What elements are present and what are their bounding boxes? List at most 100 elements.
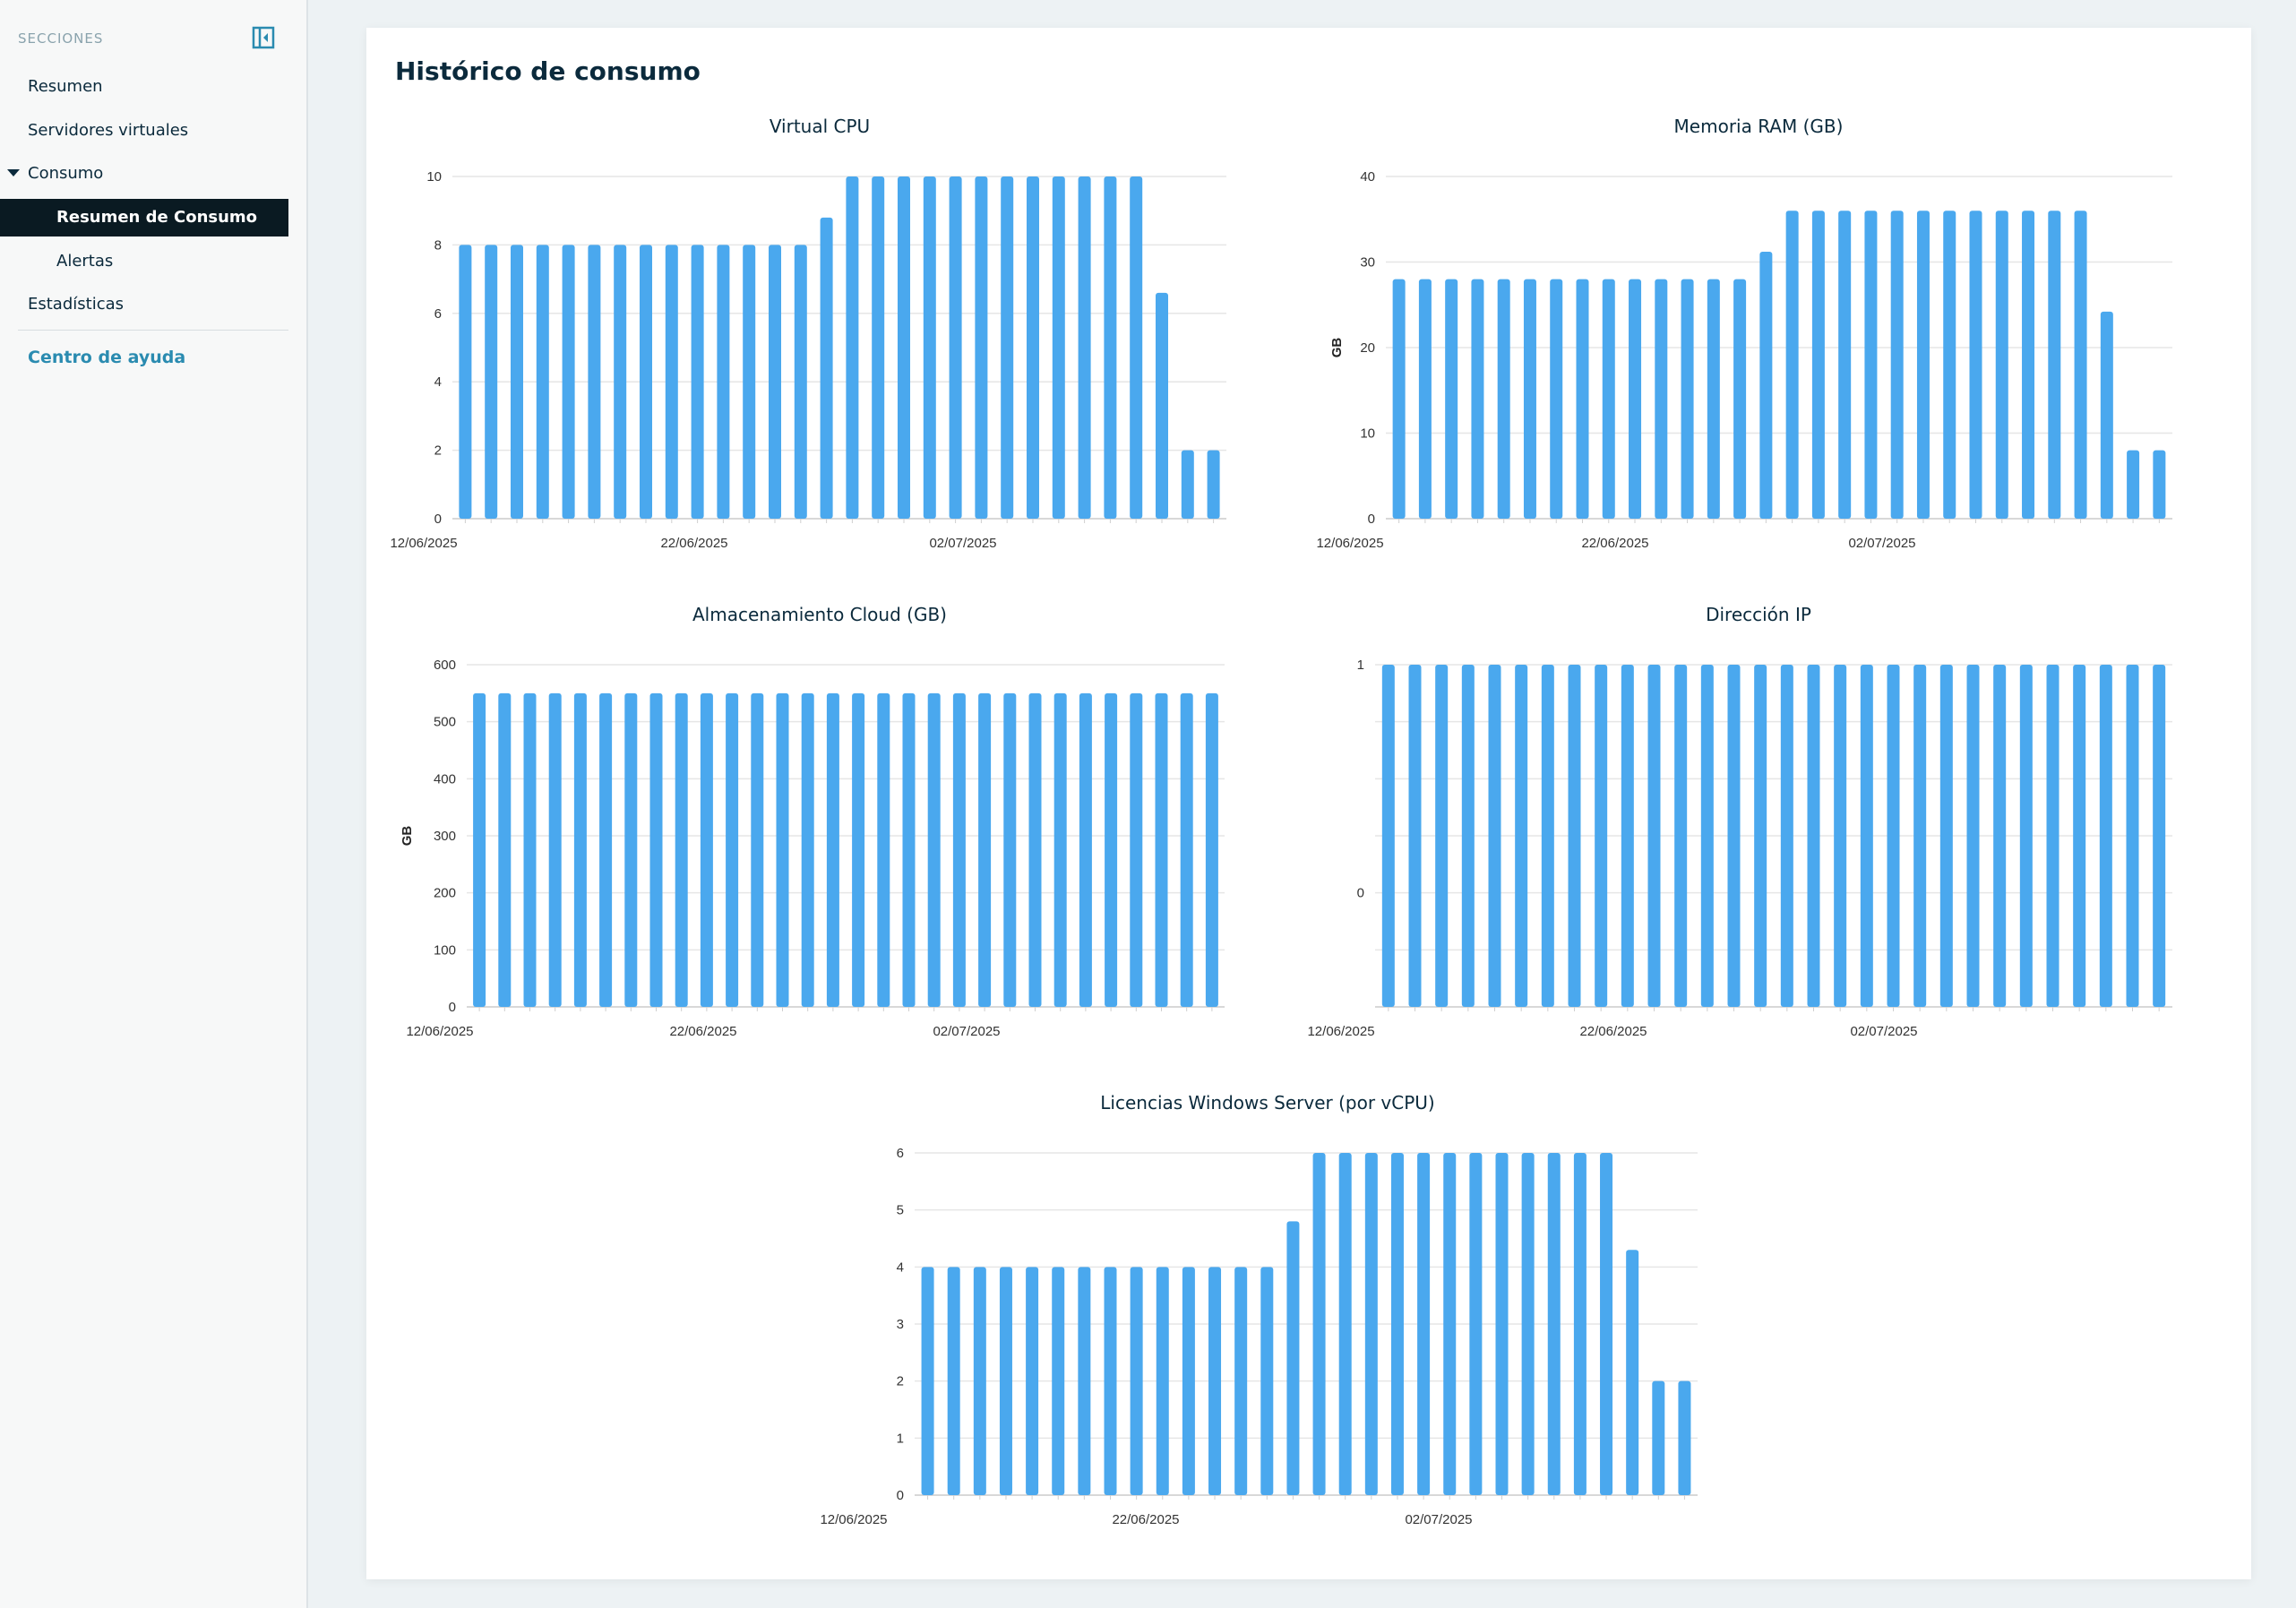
bar[interactable] — [1943, 211, 1956, 519]
bar[interactable] — [921, 1267, 934, 1495]
bar[interactable] — [1234, 1267, 1248, 1495]
bar[interactable] — [1443, 1153, 1457, 1495]
bar[interactable] — [1312, 1153, 1326, 1495]
bar[interactable] — [1834, 665, 1847, 1007]
bar[interactable] — [743, 245, 756, 519]
bar[interactable] — [624, 692, 638, 1007]
bar[interactable] — [902, 692, 916, 1007]
bar[interactable] — [1913, 665, 1927, 1007]
collapse-sidebar-icon[interactable] — [252, 26, 275, 49]
bar[interactable] — [1052, 176, 1065, 519]
bar[interactable] — [1026, 1267, 1039, 1495]
bar[interactable] — [1182, 1267, 1195, 1495]
bar[interactable] — [717, 245, 730, 519]
bar[interactable] — [1181, 450, 1194, 519]
bar[interactable] — [1785, 211, 1799, 519]
bar[interactable] — [872, 176, 885, 519]
bar[interactable] — [2073, 665, 2086, 1007]
bar[interactable] — [1079, 692, 1092, 1007]
bar[interactable] — [2127, 450, 2140, 519]
bar[interactable] — [1515, 665, 1528, 1007]
bar[interactable] — [2048, 211, 2061, 519]
bar[interactable] — [1418, 279, 1432, 519]
bar[interactable] — [999, 1267, 1012, 1495]
caret-down-icon[interactable] — [7, 169, 20, 176]
bar[interactable] — [2126, 665, 2139, 1007]
bar[interactable] — [640, 245, 652, 519]
bar[interactable] — [1700, 665, 1714, 1007]
nav-item-resumen-de-consumo[interactable]: Resumen de Consumo — [0, 199, 288, 236]
bar[interactable] — [1003, 692, 1017, 1007]
bar[interactable] — [2153, 450, 2166, 519]
nav-item-resumen[interactable]: Resumen — [28, 77, 103, 96]
bar[interactable] — [1001, 176, 1014, 519]
bar[interactable] — [751, 692, 764, 1007]
bar[interactable] — [794, 245, 807, 519]
bar[interactable] — [2022, 211, 2035, 519]
bar[interactable] — [1523, 279, 1536, 519]
bar[interactable] — [1626, 1250, 1639, 1495]
bar[interactable] — [665, 245, 678, 519]
bar[interactable] — [1595, 665, 1608, 1007]
bar[interactable] — [1364, 1153, 1378, 1495]
bar[interactable] — [562, 245, 575, 519]
bar[interactable] — [1674, 665, 1688, 1007]
bar[interactable] — [769, 245, 781, 519]
bar[interactable] — [1576, 279, 1589, 519]
bar[interactable] — [1028, 692, 1042, 1007]
bar[interactable] — [1445, 279, 1458, 519]
bar[interactable] — [2046, 665, 2060, 1007]
bar[interactable] — [1811, 211, 1825, 519]
bar[interactable] — [1521, 1153, 1535, 1495]
bar[interactable] — [2019, 665, 2033, 1007]
bar[interactable] — [1078, 176, 1091, 519]
bar[interactable] — [952, 692, 966, 1007]
bar[interactable] — [1471, 279, 1484, 519]
help-center-link[interactable]: Centro de ayuda — [28, 348, 186, 367]
bar[interactable] — [826, 692, 839, 1007]
bar[interactable] — [1130, 692, 1143, 1007]
bar[interactable] — [801, 692, 814, 1007]
bar[interactable] — [947, 1267, 960, 1495]
bar[interactable] — [1495, 1153, 1509, 1495]
bar[interactable] — [1733, 279, 1747, 519]
bar[interactable] — [2153, 665, 2166, 1007]
bar[interactable] — [1435, 665, 1449, 1007]
bar[interactable] — [1156, 1267, 1169, 1495]
bar[interactable] — [1130, 1267, 1143, 1495]
bar[interactable] — [1647, 665, 1661, 1007]
bar[interactable] — [1541, 665, 1554, 1007]
bar[interactable] — [1053, 692, 1067, 1007]
bar[interactable] — [927, 692, 941, 1007]
bar[interactable] — [1130, 176, 1143, 519]
bar[interactable] — [1727, 665, 1741, 1007]
bar[interactable] — [1155, 692, 1168, 1007]
bar[interactable] — [1208, 1267, 1222, 1495]
bar[interactable] — [776, 692, 789, 1007]
bar[interactable] — [949, 176, 962, 519]
bar[interactable] — [1338, 1153, 1352, 1495]
bar[interactable] — [1939, 665, 1953, 1007]
bar[interactable] — [1678, 1380, 1691, 1495]
bar[interactable] — [1966, 665, 1980, 1007]
bar[interactable] — [1488, 665, 1501, 1007]
bar[interactable] — [1156, 292, 1168, 519]
bar[interactable] — [1573, 1153, 1587, 1495]
bar[interactable] — [700, 692, 713, 1007]
nav-item-estadisticas[interactable]: Estadísticas — [28, 295, 125, 314]
bar[interactable] — [852, 692, 865, 1007]
bar[interactable] — [1655, 279, 1668, 519]
bar[interactable] — [523, 692, 537, 1007]
bar[interactable] — [1392, 279, 1406, 519]
bar[interactable] — [877, 692, 890, 1007]
bar[interactable] — [1027, 176, 1039, 519]
bar[interactable] — [1621, 665, 1634, 1007]
bar[interactable] — [1707, 279, 1720, 519]
bar[interactable] — [975, 176, 988, 519]
bar[interactable] — [1602, 279, 1615, 519]
bar[interactable] — [2100, 311, 2113, 519]
bar[interactable] — [2074, 211, 2087, 519]
bar[interactable] — [1807, 665, 1820, 1007]
bar[interactable] — [459, 245, 472, 519]
bar[interactable] — [923, 176, 936, 519]
